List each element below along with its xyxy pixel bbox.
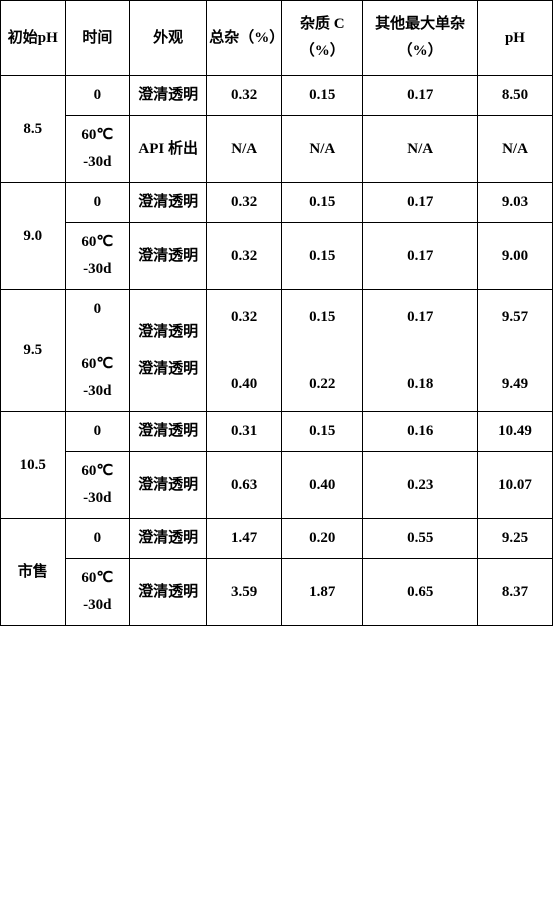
cell-appearance: 澄清透明澄清透明 xyxy=(130,290,207,412)
cell-appearance: 澄清透明 xyxy=(130,223,207,290)
cell-other: 0.17 xyxy=(363,223,478,290)
cell-time: 60℃-30d xyxy=(65,223,130,290)
cell-total: 3.59 xyxy=(207,559,282,626)
cell-impc: 1.87 xyxy=(282,559,363,626)
table-container: 初始pH 时间 外观 总杂（%） 杂质 C（%） 其他最大单杂（%） pH 8.… xyxy=(0,0,553,626)
cell-initial-ph: 市售 xyxy=(1,519,66,626)
cell-impc: 0.15 xyxy=(282,76,363,116)
cell-time: 60℃-30d xyxy=(65,559,130,626)
cell-impc: 0.15 xyxy=(282,412,363,452)
cell-other: 0.23 xyxy=(363,452,478,519)
cell-ph: 9.00 xyxy=(477,223,552,290)
cell-total: 0.31 xyxy=(207,412,282,452)
data-table: 初始pH 时间 外观 总杂（%） 杂质 C（%） 其他最大单杂（%） pH 8.… xyxy=(0,0,553,626)
header-time: 时间 xyxy=(65,1,130,76)
table-row: 60℃-30d澄清透明0.630.400.2310.07 xyxy=(1,452,553,519)
table-row: 9.00澄清透明0.320.150.179.03 xyxy=(1,183,553,223)
cell-other: 0.170.18 xyxy=(363,290,478,412)
table-row: 市售0澄清透明1.470.200.559.25 xyxy=(1,519,553,559)
cell-time: 60℃-30d xyxy=(65,116,130,183)
cell-impc: 0.40 xyxy=(282,452,363,519)
cell-total: 0.320.40 xyxy=(207,290,282,412)
cell-total: 1.47 xyxy=(207,519,282,559)
cell-other: 0.65 xyxy=(363,559,478,626)
cell-appearance: 澄清透明 xyxy=(130,183,207,223)
cell-impc: 0.150.22 xyxy=(282,290,363,412)
cell-time: 0 xyxy=(65,76,130,116)
header-ph: pH xyxy=(477,1,552,76)
cell-impc: 0.15 xyxy=(282,183,363,223)
header-other-max: 其他最大单杂（%） xyxy=(363,1,478,76)
cell-ph: 10.07 xyxy=(477,452,552,519)
cell-other: 0.16 xyxy=(363,412,478,452)
cell-impc: 0.15 xyxy=(282,223,363,290)
cell-total: 0.32 xyxy=(207,183,282,223)
cell-ph: 8.37 xyxy=(477,559,552,626)
cell-impc: 0.20 xyxy=(282,519,363,559)
cell-initial-ph: 8.5 xyxy=(1,76,66,183)
cell-appearance: API 析出 xyxy=(130,116,207,183)
cell-appearance: 澄清透明 xyxy=(130,519,207,559)
cell-ph: N/A xyxy=(477,116,552,183)
cell-total: 0.32 xyxy=(207,76,282,116)
cell-initial-ph: 9.5 xyxy=(1,290,66,412)
cell-other: 0.17 xyxy=(363,183,478,223)
header-row: 初始pH 时间 外观 总杂（%） 杂质 C（%） 其他最大单杂（%） pH xyxy=(1,1,553,76)
cell-appearance: 澄清透明 xyxy=(130,412,207,452)
cell-appearance: 澄清透明 xyxy=(130,559,207,626)
cell-impc: N/A xyxy=(282,116,363,183)
header-initial-ph: 初始pH xyxy=(1,1,66,76)
cell-time: 060℃-30d xyxy=(65,290,130,412)
cell-total: 0.32 xyxy=(207,223,282,290)
header-appearance: 外观 xyxy=(130,1,207,76)
table-row: 8.50澄清透明0.320.150.178.50 xyxy=(1,76,553,116)
table-body: 8.50澄清透明0.320.150.178.5060℃-30dAPI 析出N/A… xyxy=(1,76,553,626)
cell-ph: 8.50 xyxy=(477,76,552,116)
cell-time: 0 xyxy=(65,412,130,452)
cell-other: 0.55 xyxy=(363,519,478,559)
table-row: 10.50澄清透明0.310.150.1610.49 xyxy=(1,412,553,452)
cell-ph: 10.49 xyxy=(477,412,552,452)
table-row: 60℃-30dAPI 析出N/AN/AN/AN/A xyxy=(1,116,553,183)
cell-appearance: 澄清透明 xyxy=(130,452,207,519)
header-impurity-c: 杂质 C（%） xyxy=(282,1,363,76)
cell-total: 0.63 xyxy=(207,452,282,519)
table-row: 60℃-30d澄清透明3.591.870.658.37 xyxy=(1,559,553,626)
cell-initial-ph: 10.5 xyxy=(1,412,66,519)
cell-ph: 9.579.49 xyxy=(477,290,552,412)
cell-ph: 9.25 xyxy=(477,519,552,559)
cell-other: N/A xyxy=(363,116,478,183)
cell-time: 0 xyxy=(65,519,130,559)
cell-ph: 9.03 xyxy=(477,183,552,223)
table-row: 9.5060℃-30d澄清透明澄清透明0.320.400.150.220.170… xyxy=(1,290,553,412)
cell-time: 60℃-30d xyxy=(65,452,130,519)
cell-time: 0 xyxy=(65,183,130,223)
table-row: 60℃-30d澄清透明0.320.150.179.00 xyxy=(1,223,553,290)
header-total-impurity: 总杂（%） xyxy=(207,1,282,76)
cell-appearance: 澄清透明 xyxy=(130,76,207,116)
cell-total: N/A xyxy=(207,116,282,183)
cell-other: 0.17 xyxy=(363,76,478,116)
cell-initial-ph: 9.0 xyxy=(1,183,66,290)
